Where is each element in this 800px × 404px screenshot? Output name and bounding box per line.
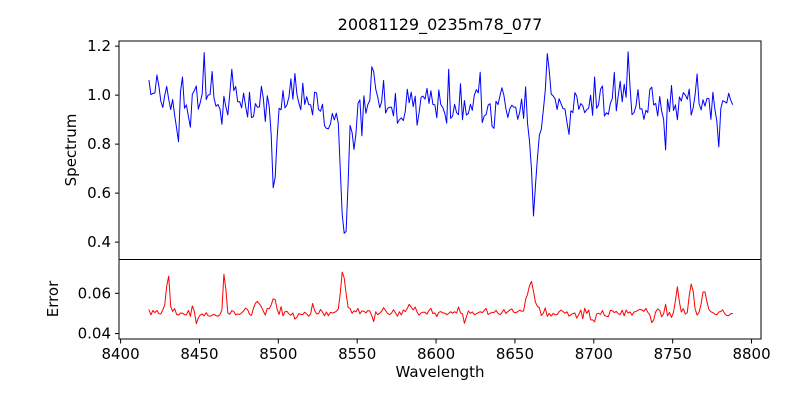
error-line (148, 271, 734, 325)
spectrum-line (148, 51, 734, 234)
x-tick-label: 8400 (101, 345, 139, 363)
x-tick-label: 8750 (654, 345, 692, 363)
plot-title: 20081129_0235m78_077 (338, 15, 543, 35)
x-tick-label: 8600 (417, 345, 455, 363)
error-y-tick-label: 0.06 (78, 284, 111, 302)
error-y-tick-label: 0.04 (78, 325, 111, 343)
spectrum-y-tick-label: 0.4 (87, 233, 111, 251)
spectrum-y-tick-label: 0.6 (87, 184, 111, 202)
x-axis-label: Wavelength (396, 363, 485, 381)
error-y-axis-label: Error (44, 280, 62, 317)
x-tick-label: 8650 (496, 345, 534, 363)
x-tick-label: 8700 (575, 345, 613, 363)
spectrum-y-tick-label: 1.2 (87, 37, 111, 55)
x-tick-label: 8500 (259, 345, 297, 363)
x-tick-label: 8800 (732, 345, 770, 363)
x-axis-ticks: 8400 8450 8500 8550 8600 8650 8700 8750 8800 (101, 339, 771, 363)
x-tick-label: 8550 (338, 345, 376, 363)
error-plot-area (118, 259, 762, 340)
spectrum-y-axis-ticks: 0.4 0.6 0.8 1.0 1.2 (87, 37, 119, 251)
spectrum-y-axis-label: Spectrum (62, 114, 80, 187)
error-y-axis-ticks: 0.04 0.06 (78, 284, 119, 343)
spectrum-y-tick-label: 1.0 (87, 86, 111, 104)
spectrum-plot-area (118, 40, 762, 260)
x-tick-label: 8450 (180, 345, 218, 363)
spectrum-y-tick-label: 0.8 (87, 135, 111, 153)
